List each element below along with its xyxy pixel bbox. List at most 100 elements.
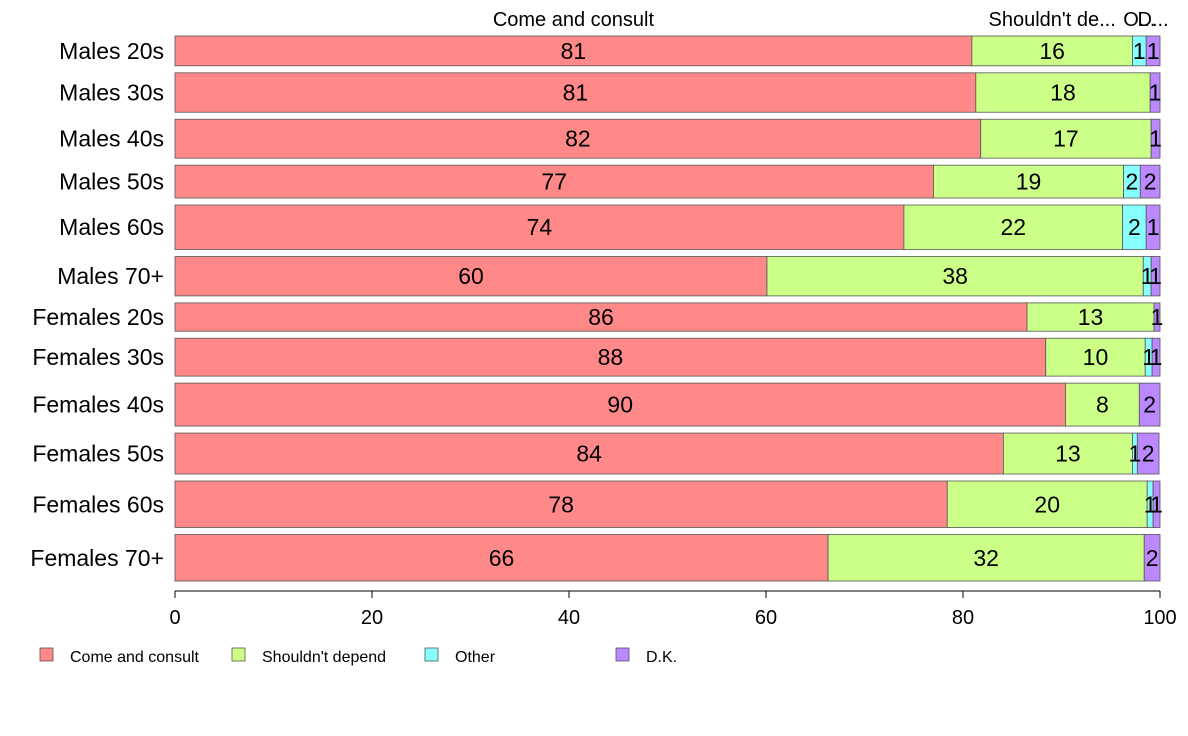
- data-label: 2: [1128, 214, 1141, 240]
- data-label: 78: [548, 491, 574, 517]
- legend: Come and consult Shouldn't depend Other D.K…: [39, 647, 677, 666]
- data-label: 20: [1034, 491, 1060, 517]
- data-label: 1: [1151, 304, 1164, 330]
- category-label: Males 70+: [57, 263, 164, 289]
- legend-label: Shouldn't depend: [262, 649, 386, 666]
- category-label: Females 20s: [32, 304, 164, 330]
- x-tick-label: 100: [1143, 607, 1176, 629]
- bar-segment: [975, 72, 1151, 113]
- data-label: 74: [527, 214, 553, 240]
- top-series-label: Come and consult: [493, 9, 655, 31]
- bar-segment: [174, 382, 1066, 427]
- data-label: 1: [1150, 344, 1163, 370]
- bar-segment: [174, 302, 1028, 332]
- data-label: 81: [563, 80, 589, 106]
- bar-segment: [174, 164, 934, 199]
- bar-segment: [1150, 118, 1161, 159]
- data-label: 32: [973, 545, 999, 571]
- bar-segment: [174, 204, 905, 250]
- data-label: 10: [1083, 344, 1109, 370]
- x-tick-label: 80: [952, 607, 974, 629]
- bar-segment: [980, 118, 1152, 159]
- data-label: 1: [1128, 441, 1141, 467]
- bar-segment: [1136, 432, 1160, 475]
- bar-segment: [1065, 382, 1140, 427]
- data-label: 1: [1150, 491, 1163, 517]
- data-label: 86: [588, 304, 614, 330]
- legend-label: Other: [455, 649, 496, 666]
- bar-segment: [1002, 432, 1133, 475]
- category-label: Males 30s: [59, 80, 164, 106]
- bar-segment: [971, 35, 1133, 67]
- data-label: 81: [561, 38, 587, 64]
- data-label: 1: [1149, 263, 1162, 289]
- category-label: Males 60s: [59, 214, 164, 240]
- data-label: 1: [1149, 126, 1162, 152]
- bar-segment: [174, 337, 1047, 377]
- data-label: 1: [1147, 214, 1160, 240]
- bar-segment: [766, 256, 1144, 297]
- category-label: Males 50s: [59, 169, 164, 195]
- bar-segment: [1143, 534, 1161, 582]
- bar-segment: [1145, 204, 1161, 250]
- bar-segment: [903, 204, 1123, 250]
- category-label: Males 20s: [59, 38, 164, 64]
- bar-segment: [1152, 480, 1161, 528]
- data-label: 8: [1096, 392, 1109, 418]
- bar-segment: [174, 72, 977, 113]
- top-series-label: O...: [1123, 9, 1155, 31]
- bar-segment: [1026, 302, 1155, 332]
- data-label: 84: [576, 441, 602, 467]
- data-label: 38: [942, 263, 968, 289]
- data-label: 1: [1144, 491, 1157, 517]
- category-label: Males 40s: [59, 126, 164, 152]
- top-labels: Come and consult Shouldn't de... O...D...: [493, 9, 1169, 31]
- bar-segment: [946, 480, 1148, 528]
- category-label: Females 40s: [32, 392, 164, 418]
- data-label: 1: [1142, 344, 1155, 370]
- data-label: 13: [1055, 441, 1081, 467]
- data-label: 2: [1126, 169, 1139, 195]
- data-label: 17: [1053, 126, 1079, 152]
- data-label: 1: [1141, 263, 1154, 289]
- data-label: 66: [489, 545, 515, 571]
- bar-segment: [1045, 337, 1146, 377]
- legend-swatch: [39, 647, 54, 662]
- category-label: Females 70+: [30, 545, 164, 571]
- bar-segment: [1153, 302, 1161, 332]
- category-label: Females 50s: [32, 441, 164, 467]
- bar-segment: [174, 256, 768, 297]
- data-label: 2: [1142, 441, 1155, 467]
- bar-segment: [1145, 35, 1161, 67]
- data-label: 18: [1050, 80, 1076, 106]
- data-label: 2: [1146, 545, 1159, 571]
- bar-segment: [827, 534, 1145, 582]
- x-axis: 0 20 40 60 80 100: [169, 590, 1177, 629]
- data-label: 1: [1133, 38, 1146, 64]
- legend-swatch: [615, 647, 630, 662]
- legend-label: D.K.: [646, 649, 677, 666]
- legend-label: Come and consult: [70, 649, 200, 666]
- x-tick-label: 40: [558, 607, 580, 629]
- bar-segment: [1139, 164, 1161, 199]
- data-label: 90: [607, 392, 633, 418]
- top-series-label: Shouldn't de...: [989, 9, 1116, 31]
- data-label: 1: [1149, 80, 1162, 106]
- data-label: 60: [458, 263, 484, 289]
- bar-segment: [174, 534, 829, 582]
- legend-swatch: [424, 647, 439, 662]
- bar-segment: [174, 118, 982, 159]
- x-tick-label: 60: [755, 607, 777, 629]
- x-tick-label: 0: [169, 607, 180, 629]
- data-label: 88: [598, 344, 624, 370]
- top-series-label: D...: [1138, 9, 1169, 31]
- bar-segment: [1150, 256, 1161, 297]
- x-tick-label: 20: [361, 607, 383, 629]
- category-label: Females 60s: [32, 491, 164, 517]
- data-label: 82: [565, 126, 591, 152]
- data-label: 19: [1016, 169, 1042, 195]
- data-label: 1: [1147, 38, 1160, 64]
- data-label: 2: [1143, 392, 1156, 418]
- bars: [174, 35, 1161, 582]
